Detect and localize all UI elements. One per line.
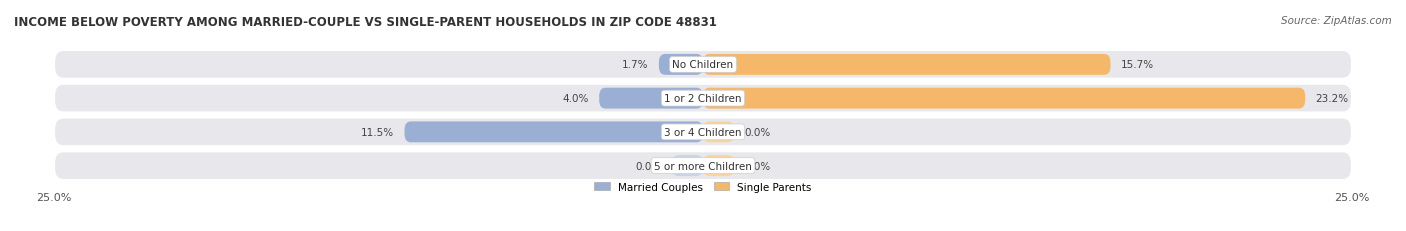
FancyBboxPatch shape xyxy=(53,84,1353,113)
Text: 4.0%: 4.0% xyxy=(562,94,589,104)
Text: Source: ZipAtlas.com: Source: ZipAtlas.com xyxy=(1281,16,1392,26)
Legend: Married Couples, Single Parents: Married Couples, Single Parents xyxy=(591,178,815,196)
FancyBboxPatch shape xyxy=(672,155,703,176)
Text: No Children: No Children xyxy=(672,60,734,70)
FancyBboxPatch shape xyxy=(53,152,1353,180)
FancyBboxPatch shape xyxy=(703,155,734,176)
FancyBboxPatch shape xyxy=(405,122,703,143)
Text: 15.7%: 15.7% xyxy=(1121,60,1154,70)
Text: 0.0%: 0.0% xyxy=(745,161,770,171)
Text: 3 or 4 Children: 3 or 4 Children xyxy=(664,127,742,137)
FancyBboxPatch shape xyxy=(53,51,1353,79)
Text: 1 or 2 Children: 1 or 2 Children xyxy=(664,94,742,104)
FancyBboxPatch shape xyxy=(703,55,1111,76)
Text: 23.2%: 23.2% xyxy=(1316,94,1348,104)
Text: 5 or more Children: 5 or more Children xyxy=(654,161,752,171)
FancyBboxPatch shape xyxy=(659,55,703,76)
FancyBboxPatch shape xyxy=(703,88,1305,109)
Text: 11.5%: 11.5% xyxy=(361,127,394,137)
FancyBboxPatch shape xyxy=(53,118,1353,147)
Text: 0.0%: 0.0% xyxy=(636,161,661,171)
Text: 1.7%: 1.7% xyxy=(621,60,648,70)
FancyBboxPatch shape xyxy=(599,88,703,109)
FancyBboxPatch shape xyxy=(703,122,734,143)
Text: 0.0%: 0.0% xyxy=(745,127,770,137)
Text: INCOME BELOW POVERTY AMONG MARRIED-COUPLE VS SINGLE-PARENT HOUSEHOLDS IN ZIP COD: INCOME BELOW POVERTY AMONG MARRIED-COUPL… xyxy=(14,16,717,29)
